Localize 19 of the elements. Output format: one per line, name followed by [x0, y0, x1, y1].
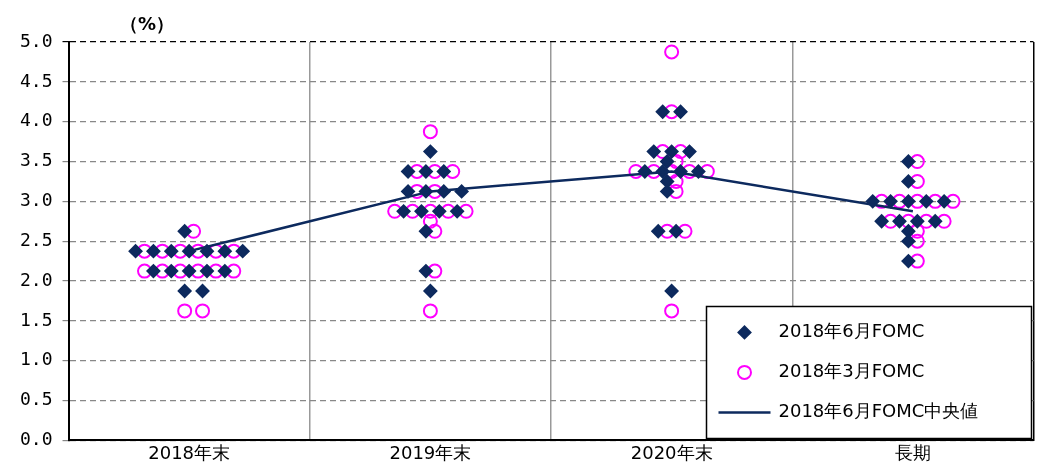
y-tick-label: 4.5	[20, 69, 53, 91]
y-tick-label: 1.0	[20, 348, 53, 370]
legend-label: 2018年3月FOMC	[778, 360, 925, 382]
y-tick-label: 3.0	[20, 189, 53, 211]
x-tick-label: 2019年末	[389, 441, 472, 463]
y-tick-label: 2.0	[20, 268, 53, 290]
y-tick-label: 1.5	[20, 308, 53, 330]
y-tick-label: 3.5	[20, 149, 53, 171]
y-tick-label: 0.0	[20, 428, 53, 450]
y-tick-label: 0.5	[20, 388, 53, 410]
y-tick-label: 2.5	[20, 228, 53, 250]
legend-label: 2018年6月FOMC中央値	[778, 400, 979, 422]
y-axis-title: （%）	[120, 12, 175, 34]
x-tick-label: 長期	[894, 441, 931, 463]
x-tick-label: 2018年末	[148, 441, 231, 463]
y-tick-label: 5.0	[20, 29, 53, 51]
y-tick-label: 4.0	[20, 109, 53, 131]
legend-label: 2018年6月FOMC	[778, 320, 925, 342]
x-tick-label: 2020年末	[630, 441, 713, 463]
